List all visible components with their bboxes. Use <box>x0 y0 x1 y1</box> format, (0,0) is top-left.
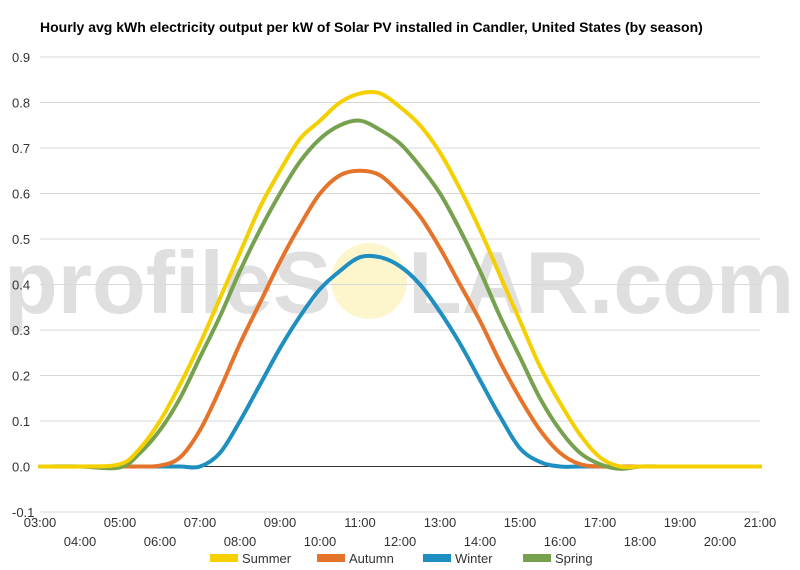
x-tick-label: 06:00 <box>144 534 177 549</box>
y-tick-label: 0.6 <box>12 187 30 202</box>
legend-label-summer: Summer <box>242 551 292 566</box>
x-axis: 03:00 05:00 07:00 09:00 11:00 13:00 15:00 17:00… <box>24 515 777 549</box>
series-line-summer <box>38 89 762 470</box>
x-tick-label: 15:00 <box>504 515 537 530</box>
x-tick-label: 18:00 <box>624 534 657 549</box>
y-tick-label: 0.7 <box>12 141 30 156</box>
legend-label-autumn: Autumn <box>349 551 394 566</box>
y-axis: -0.1 0.0 0.1 0.2 0.3 0.4 0.5 0.6 0.7 0.8 0.9 <box>12 50 34 520</box>
x-tick-label: 07:00 <box>184 515 217 530</box>
x-tick-label: 10:00 <box>304 534 337 549</box>
y-tick-label: 0.5 <box>12 232 30 247</box>
legend-swatch-winter <box>423 554 451 562</box>
legend-label-spring: Spring <box>555 551 593 566</box>
x-tick-label: 14:00 <box>464 534 497 549</box>
y-tick-label: 0.2 <box>12 369 30 384</box>
x-tick-label: 12:00 <box>384 534 417 549</box>
x-tick-label: 17:00 <box>584 515 617 530</box>
legend: Summer Autumn Winter Spring <box>210 551 593 566</box>
y-tick-label: 0.8 <box>12 96 30 111</box>
x-tick-label: 03:00 <box>24 515 57 530</box>
x-tick-label: 20:00 <box>704 534 737 549</box>
y-tick-label: -0.1 <box>12 505 34 520</box>
x-tick-label: 13:00 <box>424 515 457 530</box>
series-lines <box>38 89 762 471</box>
watermark: profileS LAR.com <box>4 233 794 332</box>
legend-swatch-summer <box>210 554 238 562</box>
y-tick-label: 0.0 <box>12 460 30 475</box>
x-tick-label: 19:00 <box>664 515 697 530</box>
legend-swatch-spring <box>523 554 551 562</box>
series-line-spring <box>38 118 762 471</box>
x-tick-label: 08:00 <box>224 534 257 549</box>
x-tick-label: 21:00 <box>744 515 777 530</box>
legend-label-winter: Winter <box>455 551 493 566</box>
y-tick-label: 0.3 <box>12 323 30 338</box>
x-tick-label: 04:00 <box>64 534 97 549</box>
x-tick-label: 16:00 <box>544 534 577 549</box>
watermark-text-left: profileS <box>4 233 332 332</box>
y-tick-label: 0.4 <box>12 278 30 293</box>
chart-title: Hourly avg kWh electricity output per kW… <box>40 19 703 35</box>
legend-swatch-autumn <box>317 554 345 562</box>
watermark-text-right: LAR.com <box>408 233 794 332</box>
x-tick-label: 11:00 <box>344 515 376 530</box>
x-tick-label: 05:00 <box>104 515 137 530</box>
x-tick-label: 09:00 <box>264 515 297 530</box>
y-tick-label: 0.9 <box>12 50 30 65</box>
y-tick-label: 0.1 <box>12 414 30 429</box>
